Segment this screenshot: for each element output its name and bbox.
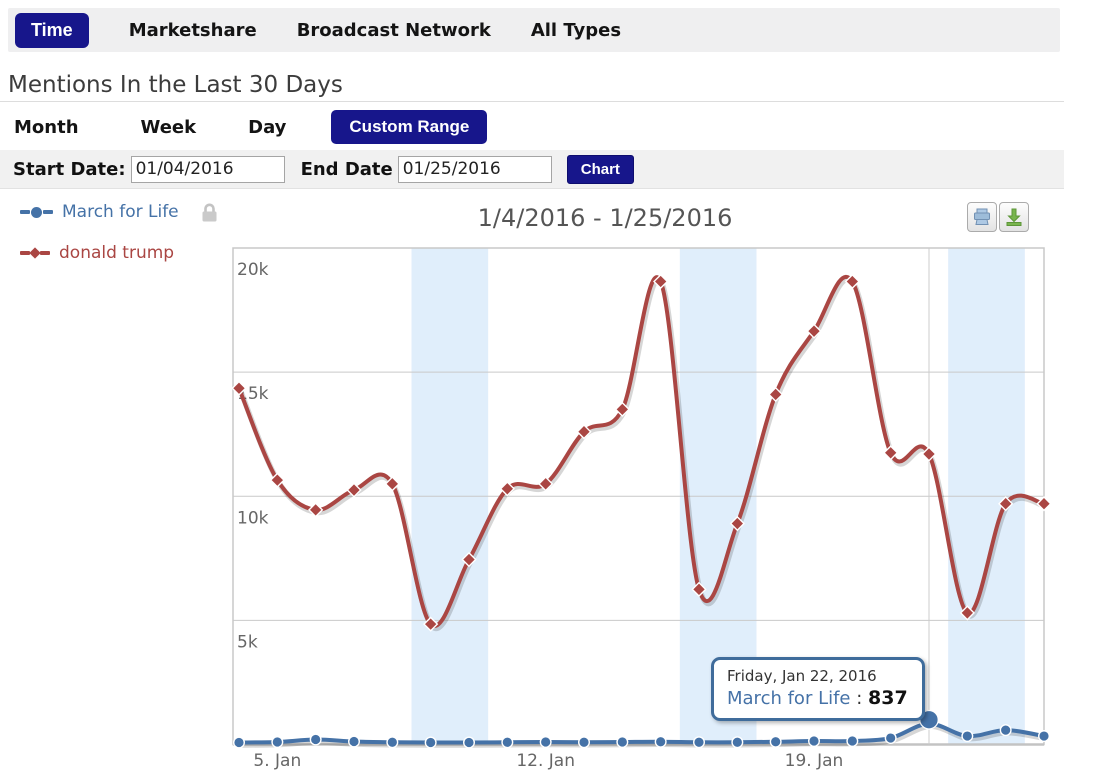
nav-tab-time[interactable]: Time [15, 12, 89, 48]
data-point-marker-march-for-life[interactable] [616, 736, 629, 749]
data-point-marker-march-for-life[interactable] [961, 730, 974, 743]
data-point-marker-donald-trump[interactable] [998, 496, 1014, 512]
legend-marker-circle-icon [20, 206, 53, 218]
series-line-donald-trump[interactable] [237, 275, 1046, 628]
nav-tab-all-types[interactable]: All Types [530, 19, 622, 41]
nav-tab-marketshare[interactable]: Marketshare [128, 19, 257, 41]
y-axis-label: 5k [237, 632, 258, 652]
tooltip-value: 837 [868, 687, 908, 709]
download-icon [1006, 208, 1022, 226]
data-point-marker-donald-trump[interactable] [269, 472, 285, 488]
data-point-marker-donald-trump[interactable] [844, 273, 860, 290]
data-point-marker-march-for-life[interactable] [578, 736, 591, 749]
range-tabs: Month Week Day Custom Range [0, 110, 488, 144]
end-date-input[interactable] [397, 155, 552, 183]
series-shadow-march-for-life [240, 723, 1046, 748]
top-nav: Time Marketshare Broadcast Network All T… [8, 8, 1060, 52]
data-point-marker-march-for-life[interactable] [769, 735, 782, 748]
data-point-marker-march-for-life[interactable] [271, 736, 284, 749]
data-point-marker-donald-trump[interactable] [346, 482, 362, 498]
data-point-marker-donald-trump[interactable] [883, 445, 899, 461]
print-chart-button[interactable] [967, 202, 997, 232]
tab-day[interactable]: Day [248, 116, 287, 138]
legend-item-donald-trump[interactable]: donald trump [20, 243, 218, 263]
data-point-marker-march-for-life[interactable] [1037, 730, 1050, 743]
data-point-marker-donald-trump[interactable] [461, 551, 477, 568]
export-buttons [967, 202, 1029, 232]
data-point-marker-march-for-life[interactable] [731, 736, 744, 749]
nav-tab-broadcast-network[interactable]: Broadcast Network [296, 19, 491, 41]
data-point-marker-march-for-life[interactable] [232, 736, 245, 749]
tooltip-date: Friday, Jan 22, 2016 [727, 667, 877, 685]
lock-icon[interactable] [201, 203, 218, 222]
y-axis-label: 10k [237, 508, 269, 528]
data-point-marker-donald-trump[interactable] [231, 380, 247, 396]
data-point-marker-donald-trump[interactable] [423, 616, 439, 632]
data-point-marker-march-for-life[interactable] [501, 736, 514, 749]
series-line-march-for-life[interactable] [237, 721, 1046, 745]
chart-tooltip: Friday, Jan 22, 2016 March for Life : 83… [711, 657, 925, 721]
tab-month[interactable]: Month [14, 116, 79, 138]
data-point-marker-march-for-life[interactable] [693, 736, 706, 749]
legend-item-march-for-life[interactable]: March for Life [20, 202, 218, 222]
chart-title: 1/4/2016 - 1/25/2016 [477, 204, 733, 232]
data-point-marker-donald-trump[interactable] [806, 323, 822, 339]
data-point-marker-march-for-life[interactable] [654, 735, 667, 748]
data-point-marker-donald-trump[interactable] [499, 481, 515, 497]
data-point-marker-march-for-life[interactable] [463, 736, 476, 749]
page-title: Mentions In the Last 30 Days [8, 72, 343, 98]
chart-button[interactable]: Chart [566, 154, 634, 184]
date-controls-row: Start Date: End Date Chart [0, 150, 1064, 189]
end-date-label: End Date [300, 158, 393, 180]
download-chart-button[interactable] [999, 202, 1029, 232]
data-point-marker-donald-trump[interactable] [384, 476, 400, 492]
legend-label: donald trump [59, 243, 175, 263]
tooltip-series-name: March for Life [727, 688, 851, 709]
data-point-marker-donald-trump[interactable] [576, 424, 592, 440]
data-point-marker-march-for-life[interactable] [309, 733, 322, 746]
data-point-marker-donald-trump[interactable] [729, 515, 745, 532]
data-point-marker-march-for-life[interactable] [424, 736, 437, 749]
data-point-marker-donald-trump[interactable] [538, 476, 554, 492]
data-point-marker-donald-trump[interactable] [691, 581, 707, 597]
x-axis-label: 12. Jan [516, 751, 575, 771]
tab-custom-range[interactable]: Custom Range [331, 110, 488, 144]
data-point-marker-march-for-life[interactable] [808, 735, 821, 748]
data-point-marker-march-for-life[interactable] [386, 736, 399, 749]
start-date-label: Start Date: [13, 158, 126, 180]
data-point-marker-donald-trump[interactable] [921, 446, 937, 462]
start-date-input[interactable] [130, 155, 285, 183]
data-point-marker-donald-trump[interactable] [1036, 496, 1052, 512]
divider [0, 101, 1064, 102]
data-point-marker-donald-trump[interactable] [653, 273, 669, 290]
printer-icon [974, 208, 990, 225]
legend-label: March for Life [62, 202, 179, 222]
data-point-marker-march-for-life[interactable] [348, 735, 361, 748]
data-point-marker-march-for-life[interactable] [999, 724, 1012, 737]
tab-week[interactable]: Week [140, 116, 197, 138]
data-point-marker-donald-trump[interactable] [614, 401, 630, 417]
x-axis-label: 5. Jan [253, 751, 301, 771]
data-point-marker-march-for-life[interactable] [846, 735, 859, 748]
chart-legend: March for Life donald trump [20, 202, 218, 284]
data-point-marker-donald-trump[interactable] [768, 386, 784, 403]
x-axis-label: 19. Jan [785, 751, 844, 771]
y-axis-label: 20k [237, 260, 269, 280]
data-point-marker-donald-trump[interactable] [308, 502, 324, 518]
data-point-marker-donald-trump[interactable] [959, 605, 975, 621]
data-point-marker-march-for-life[interactable] [884, 732, 897, 745]
data-point-marker-march-for-life[interactable] [539, 736, 552, 749]
legend-marker-diamond-icon [20, 247, 50, 259]
